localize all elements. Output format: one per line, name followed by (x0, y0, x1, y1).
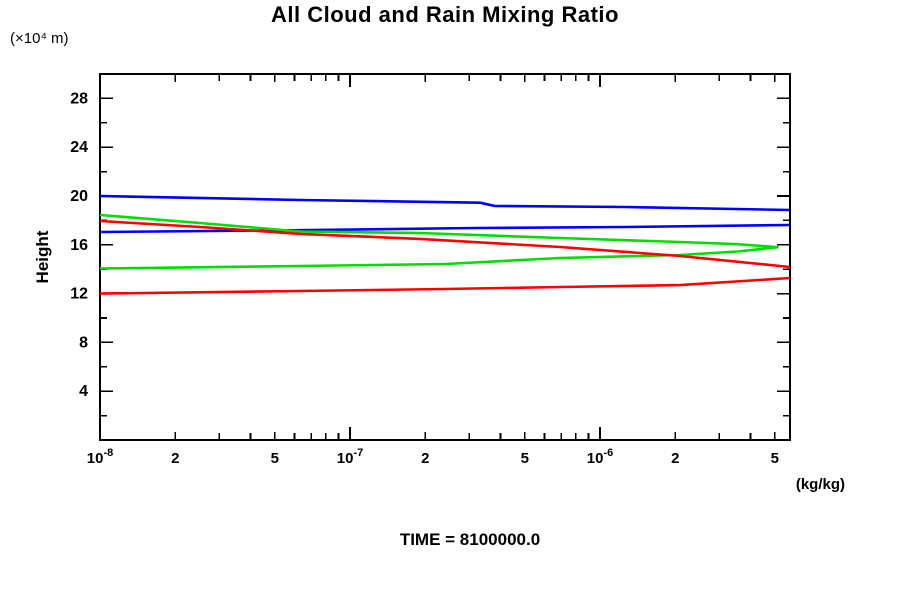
series-blue-lower-branch (99, 223, 791, 234)
x-axis-units-label: (kg/kg) (795, 476, 845, 493)
series-red-lower-branch (99, 276, 791, 295)
x-tick-label: 5 (771, 450, 779, 467)
y-tick-label: 8 (79, 334, 88, 351)
y-tick-label: 20 (70, 188, 88, 205)
x-tick-label: 2 (421, 450, 429, 467)
series-red-upper-branch (99, 219, 791, 269)
plot-frame (99, 73, 791, 441)
y-tick-label: 24 (70, 139, 88, 156)
series-green-curve (99, 213, 779, 270)
x-tick-label: 5 (271, 450, 279, 467)
x-tick-label: 2 (171, 450, 179, 467)
x-tick-label: 5 (521, 450, 529, 467)
x-tick-label: 10-6 (587, 447, 613, 467)
y-tick-label: 4 (79, 383, 88, 400)
y-tick-label: 28 (70, 90, 88, 107)
x-tick-label: 10-8 (87, 447, 113, 467)
y-tick-label: 12 (70, 286, 88, 303)
x-tick-label: 10-7 (337, 447, 363, 467)
series-group (99, 194, 791, 295)
time-annotation: TIME = 8100000.0 (399, 530, 541, 549)
y-tick-label: 16 (70, 237, 88, 254)
series-blue-upper-branch (99, 194, 791, 212)
x-tick-label: 2 (671, 450, 679, 467)
page-title: All Cloud and Rain Mixing Ratio (271, 2, 619, 27)
y-axis-units-label: (×10⁴ m) (10, 30, 69, 47)
